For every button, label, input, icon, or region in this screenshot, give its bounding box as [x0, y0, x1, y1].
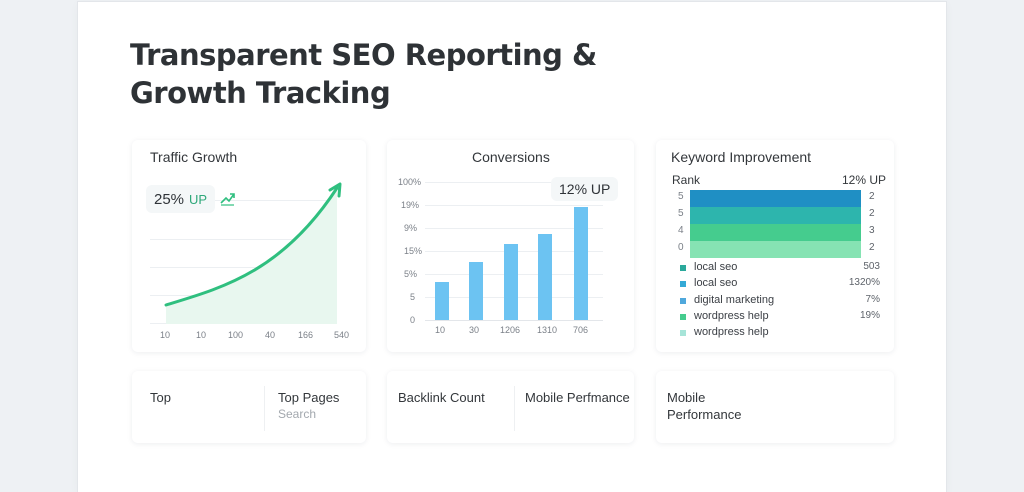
legend-label: digital marketing [694, 294, 775, 306]
x-tick: 40 [265, 330, 276, 340]
y-tick: 5% [404, 269, 418, 279]
keyword-improvement-title: Keyword Improvement [671, 149, 812, 165]
rank-left: 5 [678, 191, 684, 202]
conversions-badge: 12% UP [551, 177, 619, 201]
conversion-bar[interactable] [504, 244, 518, 320]
x-tick: 1310 [537, 325, 558, 335]
keyword-badge: 12% UP [842, 173, 887, 187]
y-tick: 15% [404, 246, 423, 256]
mobile-performance-line1: Mobile [667, 390, 706, 405]
legend-label: wordpress help [694, 310, 769, 322]
top-pages-card: Top Top Pages Search [132, 371, 366, 443]
gridline [425, 205, 603, 206]
traffic-area-chart [164, 182, 342, 324]
x-tick: 1206 [500, 325, 521, 335]
x-tick: 540 [334, 330, 350, 340]
y-tick: 0 [410, 315, 416, 325]
legend-swatch [680, 330, 686, 336]
traffic-badge: 25% UP [146, 185, 216, 213]
y-tick: 9% [404, 223, 418, 233]
divider [264, 386, 265, 431]
top-label: Top [150, 390, 171, 405]
legend-value: 1320% [848, 277, 880, 288]
x-tick: 10 [196, 330, 207, 340]
rank-bar[interactable] [690, 207, 861, 224]
legend-value: 503 [863, 261, 880, 272]
conversion-bar[interactable] [435, 282, 449, 320]
x-tick: 10 [435, 325, 446, 335]
trend-up-icon [220, 193, 235, 206]
rank-bar[interactable] [690, 241, 861, 258]
legend-item: digital marketing 7% [680, 294, 880, 308]
legend-label: wordpress help [694, 326, 769, 338]
legend-item: local seo 503 [680, 261, 880, 275]
legend-swatch [680, 281, 686, 287]
conversions-title: Conversions [472, 149, 550, 165]
rank-right: 2 [869, 191, 875, 202]
gridline [425, 228, 603, 229]
traffic-badge-value: 25% [154, 190, 185, 208]
mobile-performance-label: Mobile Perfmance [525, 390, 630, 405]
conversion-bar[interactable] [538, 234, 552, 320]
page-title: Transparent SEO Reporting & Growth Track… [130, 38, 597, 110]
top-pages-sub: Search [278, 407, 317, 421]
x-tick: 706 [573, 325, 589, 335]
y-tick: 100% [398, 177, 422, 187]
legend-item: wordpress help 19% [680, 310, 880, 324]
traffic-growth-title: Traffic Growth [150, 149, 238, 165]
traffic-badge-suffix: UP [189, 191, 208, 207]
conversion-bar[interactable] [574, 207, 588, 320]
legend-label: local seo [694, 261, 738, 273]
gridline [150, 239, 336, 240]
top-pages-label: Top Pages [278, 390, 340, 405]
traffic-growth-card: Traffic Growth 25% UP 10 10 100 40 166 5… [132, 140, 366, 352]
rank-right: 2 [869, 242, 875, 253]
x-tick: 166 [298, 330, 314, 340]
rank-right: 2 [869, 208, 875, 219]
legend-value: 19% [859, 310, 880, 321]
gridline [150, 267, 336, 268]
keyword-improvement-card: Keyword Improvement Rank 12% UP 5 2 5 2 … [656, 140, 894, 352]
legend-item: wordpress help [680, 326, 880, 340]
legend-item: local seo 1320% [680, 277, 880, 291]
mobile-performance-line2: Performance [667, 407, 742, 422]
y-tick: 19% [401, 200, 420, 210]
gridline [150, 200, 336, 201]
rank-bar[interactable] [690, 190, 861, 207]
backlink-mobile-card: Backlink Count Mobile Perfmance [387, 371, 634, 443]
backlink-count-label: Backlink Count [398, 390, 485, 405]
rank-label: Rank [672, 173, 701, 187]
divider [514, 386, 515, 431]
legend-value: 7% [865, 294, 880, 305]
x-tick: 10 [160, 330, 171, 340]
y-tick: 5 [410, 292, 416, 302]
rank-right: 3 [869, 225, 875, 236]
legend-swatch [680, 265, 686, 271]
conversions-card: Conversions 100% 19% 9% 15% 5% 5 0 12% U… [387, 140, 634, 352]
gridline [425, 320, 603, 321]
conversion-bar[interactable] [469, 262, 483, 320]
legend-label: local seo [694, 277, 738, 289]
x-tick: 100 [228, 330, 244, 340]
gridline [425, 182, 603, 183]
rank-left: 4 [678, 225, 684, 236]
mobile-performance-card: Mobile Performance [656, 371, 894, 443]
x-tick: 30 [469, 325, 480, 335]
legend-swatch [680, 314, 686, 320]
legend-swatch [680, 298, 686, 304]
rank-bar[interactable] [690, 224, 861, 241]
rank-left: 5 [678, 208, 684, 219]
rank-left: 0 [678, 242, 684, 253]
